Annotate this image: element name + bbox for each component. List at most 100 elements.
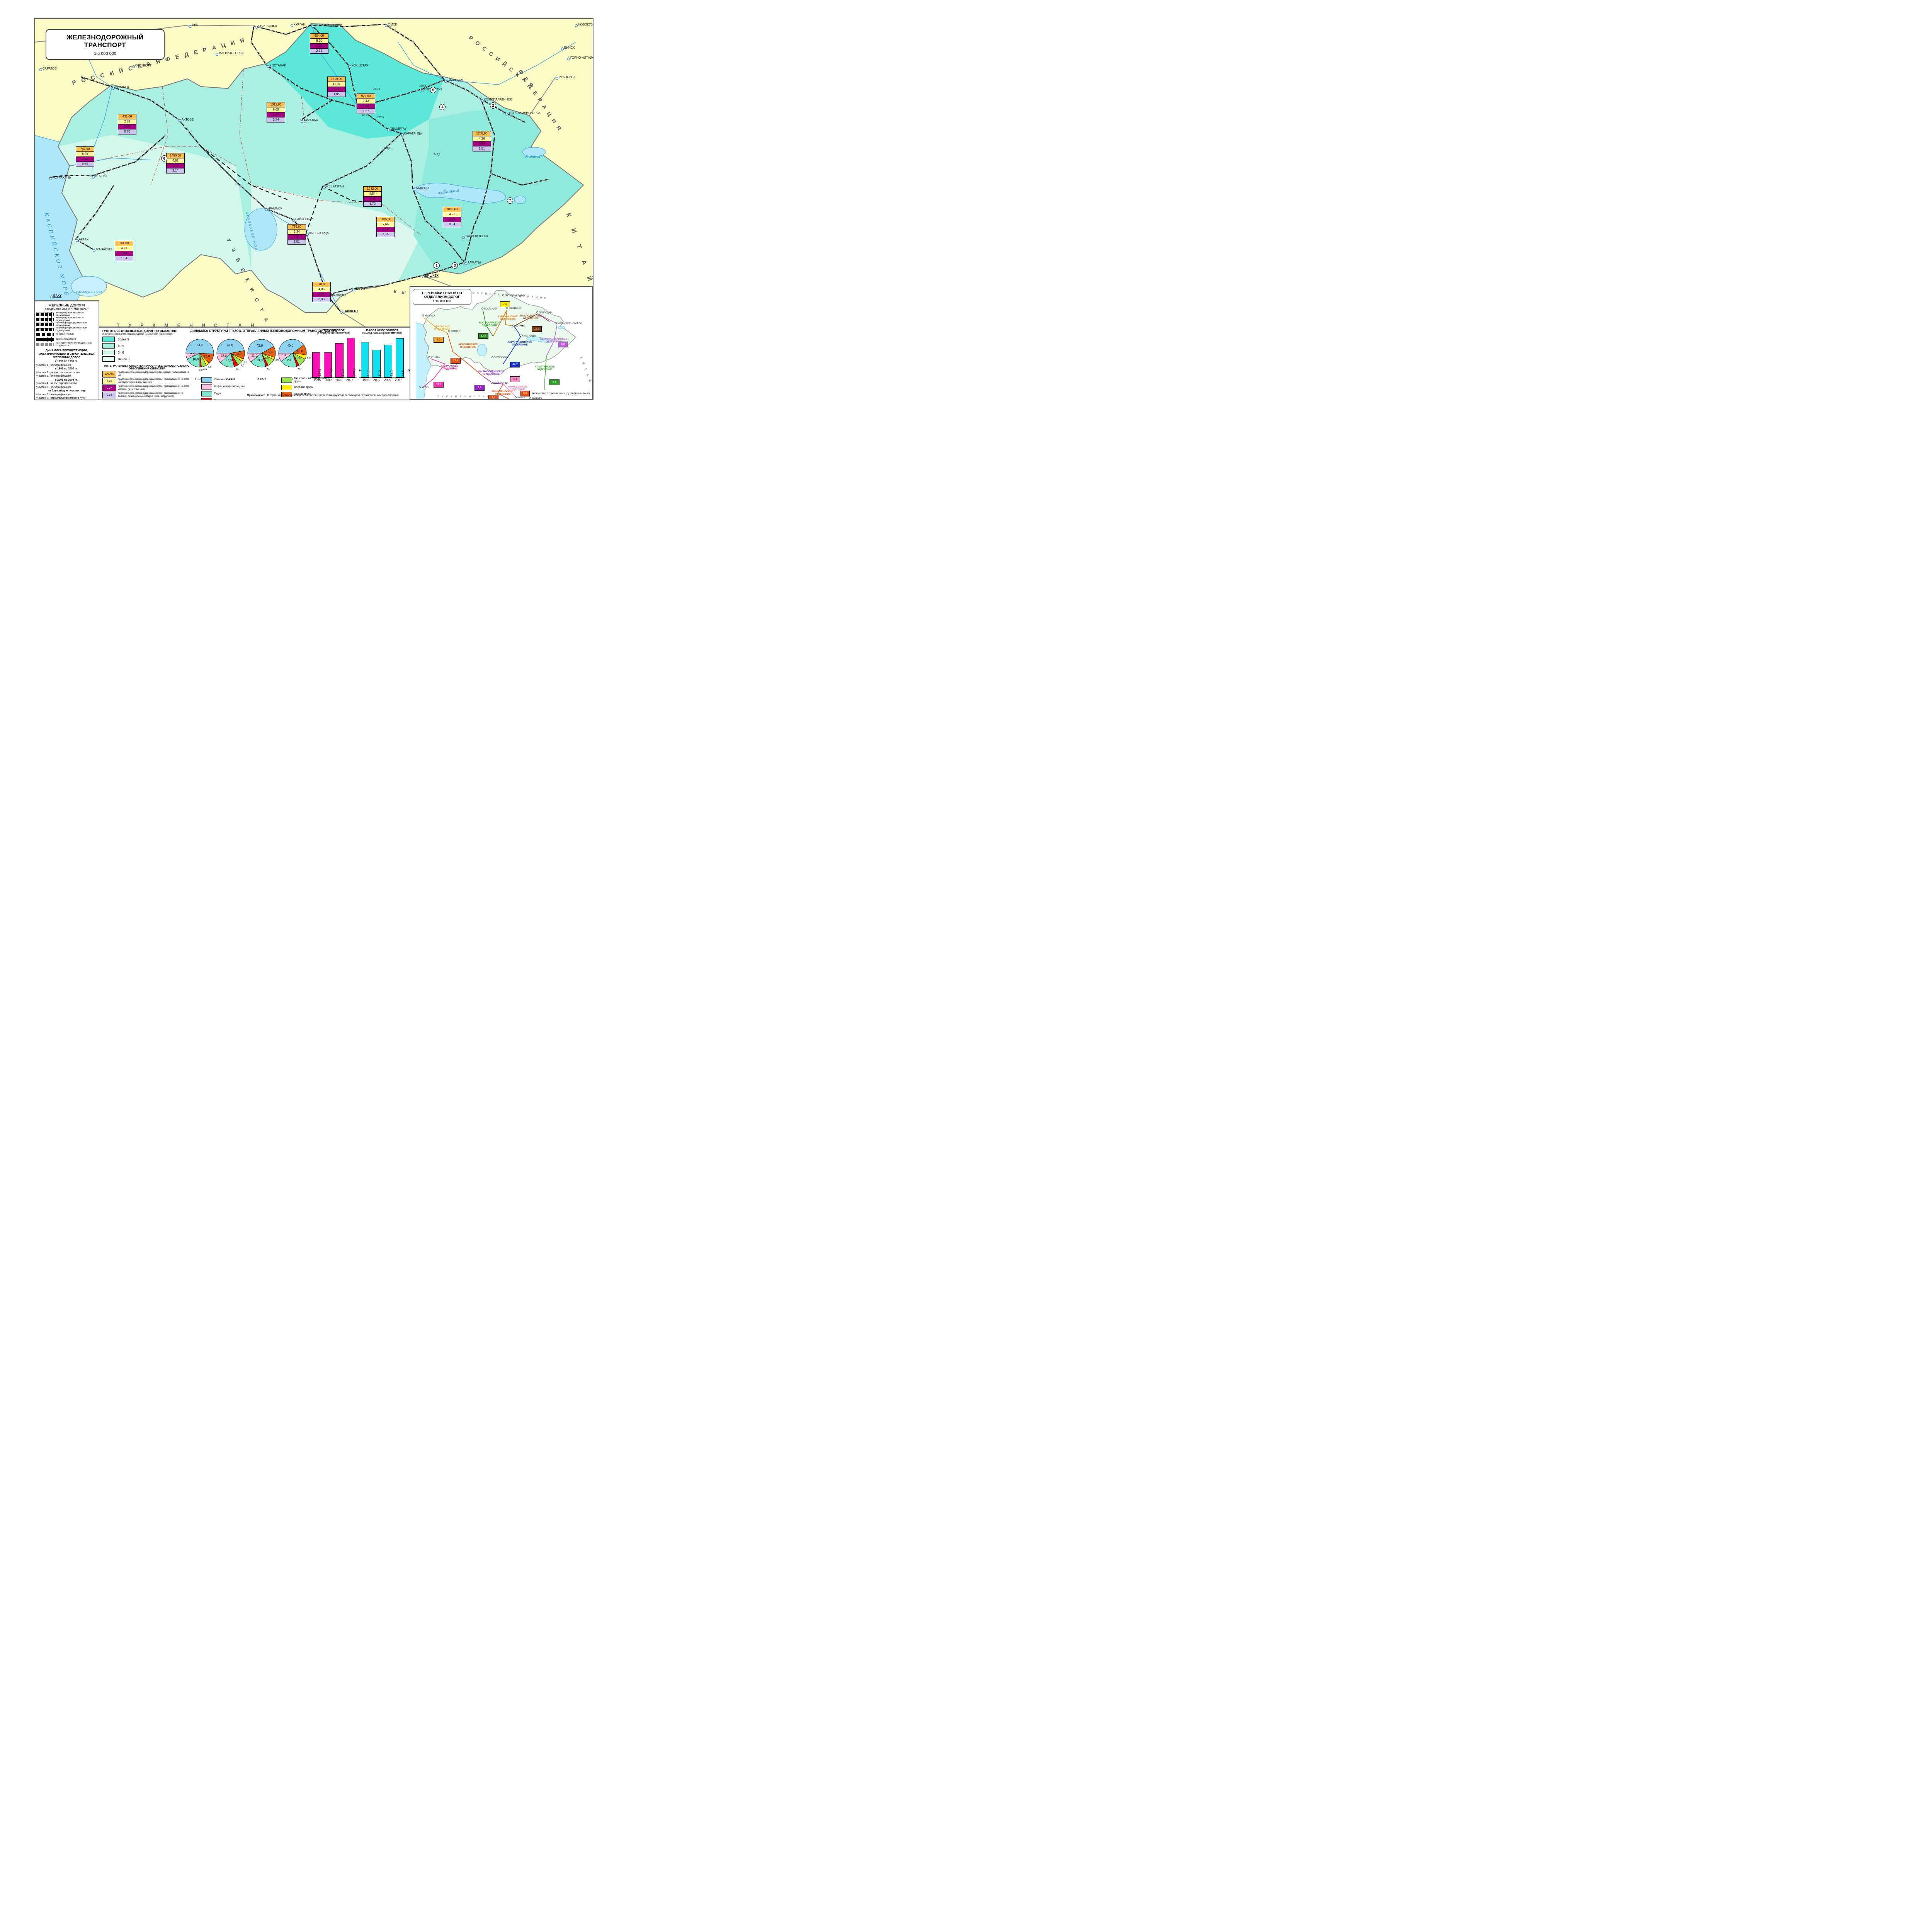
rail-legend-row: неэлектрифицированные однопутные xyxy=(36,327,97,332)
density-classes: более 9 6 - 9 3 - 6 менее 3 xyxy=(102,337,178,362)
city-town: ОРЕНБУРГ xyxy=(132,64,152,68)
rail-legend-title: ЖЕЛЕЗНЫЕ ДОРОГИ xyxy=(48,303,85,307)
svg-text:10,0: 10,0 xyxy=(295,356,301,360)
inset-division-label: АТЫРАУСКОЕ ОТДЕЛЕНИЕ xyxy=(440,365,458,370)
freight-legend-label: Прочие грузы xyxy=(294,393,311,396)
region-data-box-karagandinskaya: 1942,00 4,54 1,45 1,70 xyxy=(363,186,382,207)
rail-line-p-icon xyxy=(36,333,54,336)
city-town: РУБЦОВСК xyxy=(556,75,575,80)
freight-legend-label: Хлебные грузы xyxy=(294,386,313,389)
city-town: БАЙКОНЫР xyxy=(292,218,313,222)
svg-text:7,0: 7,0 xyxy=(190,352,195,356)
city-town: НОВОКУЗНЕЦК xyxy=(575,23,593,27)
pie-year-label: 2007 г. xyxy=(287,377,298,381)
region-indicator-value: 431,00 xyxy=(118,114,136,119)
bar-chart-subtitle: (в млрд.пассажирокилометров) xyxy=(362,332,402,335)
city-dot-icon xyxy=(575,24,578,27)
inset-division-label: ШЫМКЕНТСКОЕ ОТДЕЛЕНИЕ xyxy=(492,390,514,396)
inset-city-dot-icon xyxy=(519,335,521,337)
region-indicator-value: 1,04 xyxy=(115,256,133,261)
svg-text:12,0: 12,0 xyxy=(204,354,210,358)
city-town: КОСТАНАЙ xyxy=(267,64,286,68)
dynamics-line: участок 4 - новое строительство xyxy=(36,382,77,385)
region-indicator-value: 2,51 xyxy=(310,49,328,53)
integral-row: 4,91 протяженность железнодорожных путей,… xyxy=(102,378,191,384)
inset-city: АСТАНА xyxy=(512,325,525,327)
city-town: ТЕМИРТАУ xyxy=(387,127,406,131)
freight-legend-label: Минеральные строительные грузы xyxy=(294,377,330,383)
density-color-swatch xyxy=(102,356,115,362)
bar-year: 2005 xyxy=(335,378,342,382)
city-dot-icon xyxy=(301,120,303,123)
bar-value-label: 125,0 xyxy=(329,368,333,376)
inset-city: БИШКЕК xyxy=(529,397,542,399)
pie-chart-2005: 42,0 13,0 3,0 9,0 3,0 19,0 11,0 2005 г. xyxy=(243,334,280,381)
inset-scale: 1:16 000 000 xyxy=(433,299,451,303)
integral-row-text: протяженность железнодорожных путей, при… xyxy=(118,385,190,391)
inset-division-label: АКТОБИНСКОЕ ОТДЕЛЕНИЕ xyxy=(458,343,478,349)
bar-value-label: 10,2 xyxy=(378,370,382,376)
city-dot-icon xyxy=(49,177,52,180)
region-indicator-value: 0,70 xyxy=(118,129,136,134)
integral-legend: ИНТЕГРАЛЬНЫЕ ПОКАЗАТЕЛИ УРОВНЯ ЖЕЛЕЗНОДО… xyxy=(102,365,191,399)
rail-legend-row: электрифицированные однопутные xyxy=(36,316,97,322)
inset-city-dot-icon xyxy=(529,397,531,399)
inset-city: ПАВЛОДАР xyxy=(536,311,552,314)
rail-legend-subtitle: в ведомстве АОНК "Темір жолы" xyxy=(44,307,89,311)
city-label: АЛМАТЫ xyxy=(468,261,481,264)
city-dot-icon xyxy=(349,65,351,68)
bar: 12,1 xyxy=(384,345,393,378)
city-dot-icon xyxy=(481,99,484,102)
city-town: УРАЛЬСК xyxy=(112,85,129,90)
rail-line-f-icon xyxy=(36,343,54,346)
inset-division-value: 8,8 xyxy=(558,342,568,347)
bar-value-label: 13,2 xyxy=(366,370,370,376)
city-town: БАЛКАШ xyxy=(413,187,429,191)
bar: 124,5 xyxy=(312,352,321,378)
inset-city-dot-icon xyxy=(502,294,504,296)
inset-map-panel: УРАЛЬСКОЕ ОТДЕЛЕНИЕ 1,5 АКТОБИНСКОЕ ОТДЕЛЕНИ… xyxy=(410,286,593,400)
density-legend: ГУСТОТА СЕТИ ЖЕЛЕЗНЫХ ДОРОГ ПО ОБЛАСТЯМ … xyxy=(102,329,178,363)
svg-text:18,0: 18,0 xyxy=(192,357,199,361)
inset-division-label: АЛМАТИНСКОЕ ОТДЕЛЕНИЕ xyxy=(535,366,555,371)
density-class-label: более 9 xyxy=(118,337,129,341)
bar-year-labels: 1995 2000 2005 2007 xyxy=(310,378,357,382)
bar-chart-title: ПАССАЖИРООБОРОТ xyxy=(366,328,398,332)
city-label: СЕМИПАЛАТИНСК xyxy=(484,98,512,101)
inset-city: ТАРАЗ xyxy=(515,396,526,398)
city-town: КАРАГАНДЫ xyxy=(401,132,423,136)
region-indicator-value: 1,57 xyxy=(357,109,375,114)
region-indicator-value: 2,24 xyxy=(115,251,133,256)
city-label: САРАТОВ xyxy=(43,67,57,70)
city-dot-icon xyxy=(292,219,295,222)
region-indicator-value: 3,34 xyxy=(288,230,306,235)
integral-value-box: 4,91 xyxy=(102,378,116,384)
city-dot-icon xyxy=(556,77,558,80)
region-indicator-value: 0,60 xyxy=(76,162,94,167)
city-label: АКТОБЕ xyxy=(182,118,194,121)
svg-text:6,0: 6,0 xyxy=(241,364,244,367)
bar-chart-subtitle: (в млрд.тоннокилометров) xyxy=(317,332,350,335)
city-label: ЧЕЛЯБИНСК xyxy=(258,24,277,28)
inset-city-dot-icon xyxy=(491,382,493,384)
city-town: АТЫРАУ xyxy=(92,174,107,179)
dynamics-line: на ближайшую перспективу xyxy=(48,389,86,392)
region-indicator-value: 1,05 xyxy=(328,92,345,97)
city-dot-icon xyxy=(422,276,425,278)
region-data-box-mangistauskaya: 784,00 4,73 2,24 1,04 xyxy=(115,241,133,261)
inset-map: УРАЛЬСКОЕ ОТДЕЛЕНИЕ 1,5 АКТОБИНСКОЕ ОТДЕЛЕНИ… xyxy=(410,287,592,399)
city-fcap: БАКУ xyxy=(50,294,61,298)
pie-chart-1995: 51,0 12,0 4,0 6,0 2,0 18,0 7,0 1995 г. xyxy=(181,334,218,381)
distance-label: 281,6 xyxy=(373,88,380,90)
density-class-row: более 9 xyxy=(102,337,178,342)
city-dot-icon xyxy=(267,65,269,68)
dynamics-line: с 2001 по 2004 гг.. xyxy=(55,378,78,381)
rail-legend-row: на территории сопредельных государств xyxy=(36,342,97,347)
inset-city-dot-icon xyxy=(428,356,430,358)
freight-color-swatch xyxy=(281,392,292,397)
city-town: СЕМИПАЛАТИНСК xyxy=(481,98,512,102)
inset-division-label: ПАВЛОДАРСКОЕ ОТДЕЛЕНИЕ xyxy=(520,315,542,320)
bar-value-label: 12,1 xyxy=(389,370,393,376)
map-title-box: ЖЕЛЕЗНОДОРОЖНЫЙ ТРАНСПОРТ 1:5 000 000 xyxy=(46,29,165,60)
inset-city-dot-icon xyxy=(448,330,450,332)
